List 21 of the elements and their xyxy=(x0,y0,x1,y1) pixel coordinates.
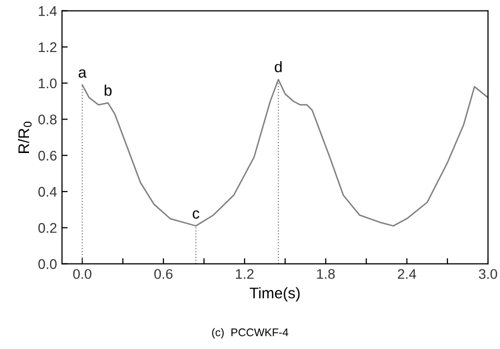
annotation: b xyxy=(104,84,112,96)
x-axis-title: Time(s) xyxy=(250,287,300,302)
x-tick-label: 1.8 xyxy=(317,269,335,279)
x-tick-label: 0.0 xyxy=(73,269,92,279)
y-tick-label: 0.4 xyxy=(38,186,57,197)
x-tick-label: 2.4 xyxy=(398,269,416,279)
x-tick-label: 0.6 xyxy=(154,269,172,279)
x-tick-label: 3.0 xyxy=(478,269,498,279)
y-tick-label: 0.8 xyxy=(38,114,57,124)
annotation: d xyxy=(274,61,282,72)
y-axis-title: R/R$_{0}$ xyxy=(18,122,32,153)
y-tick-label: 0.2 xyxy=(38,223,56,233)
annotation: a xyxy=(78,69,87,78)
y-tick-label: 1.0 xyxy=(38,78,57,88)
y-tick-label: 0.0 xyxy=(38,259,57,270)
y-tick-label: 1.4 xyxy=(38,6,57,16)
text: (c) PCCWKF-4 xyxy=(212,328,288,338)
x-tick-label: 1.2 xyxy=(236,269,254,279)
y-tick-label: 1.2 xyxy=(38,42,56,52)
y-tick-label: 0.6 xyxy=(38,150,57,161)
annotation: c xyxy=(192,210,200,219)
